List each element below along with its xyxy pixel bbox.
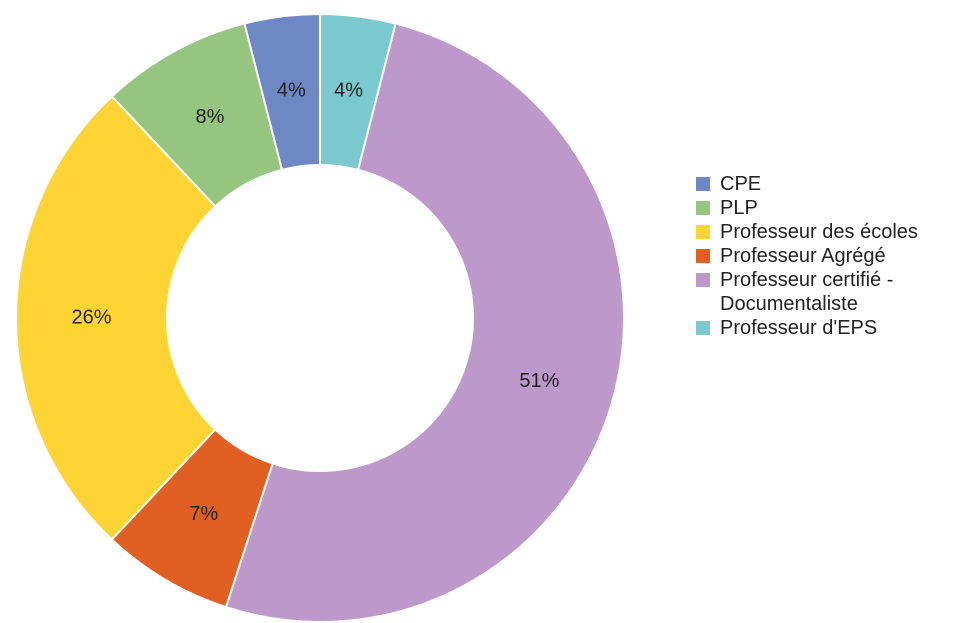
legend: CPE PLP Professeur des écoles Professeur Ag… (696, 172, 979, 340)
slice (224, 22, 626, 623)
data-label: 8% (195, 106, 224, 128)
data-label: 4% (277, 80, 306, 102)
legend-label: PLP (720, 197, 758, 219)
data-label: 51% (519, 370, 559, 392)
legend-swatch (696, 225, 710, 239)
legend-label: Professeur certifié - Documentaliste (720, 269, 894, 315)
data-label: 7% (189, 503, 218, 525)
legend-swatch (696, 249, 710, 263)
legend-item: Professeur certifié - Documentaliste (696, 268, 979, 316)
legend-swatch (696, 273, 710, 287)
slice (110, 22, 284, 208)
legend-swatch (696, 177, 710, 191)
donut-chart: 4% 8% 26% 7% 51% 4% (15, 12, 626, 623)
legend-item: Professeur des écoles (696, 220, 979, 244)
legend-label: Professeur Agrégé (720, 245, 886, 267)
legend-item: CPE (696, 172, 979, 196)
legend-swatch (696, 321, 710, 335)
slice (319, 12, 397, 172)
legend-item: PLP (696, 196, 979, 220)
legend-swatch (696, 201, 710, 215)
legend-label: CPE (720, 173, 762, 195)
legend-item: Professeur Agrégé (696, 244, 979, 268)
legend-label: Professeur des écoles (720, 221, 918, 243)
data-label: 26% (71, 306, 111, 328)
slice (110, 428, 274, 609)
data-label: 4% (334, 80, 363, 102)
slice (15, 94, 217, 542)
legend-item: Professeur d'EPS (696, 316, 979, 340)
legend-label: Professeur d'EPS (720, 317, 878, 339)
